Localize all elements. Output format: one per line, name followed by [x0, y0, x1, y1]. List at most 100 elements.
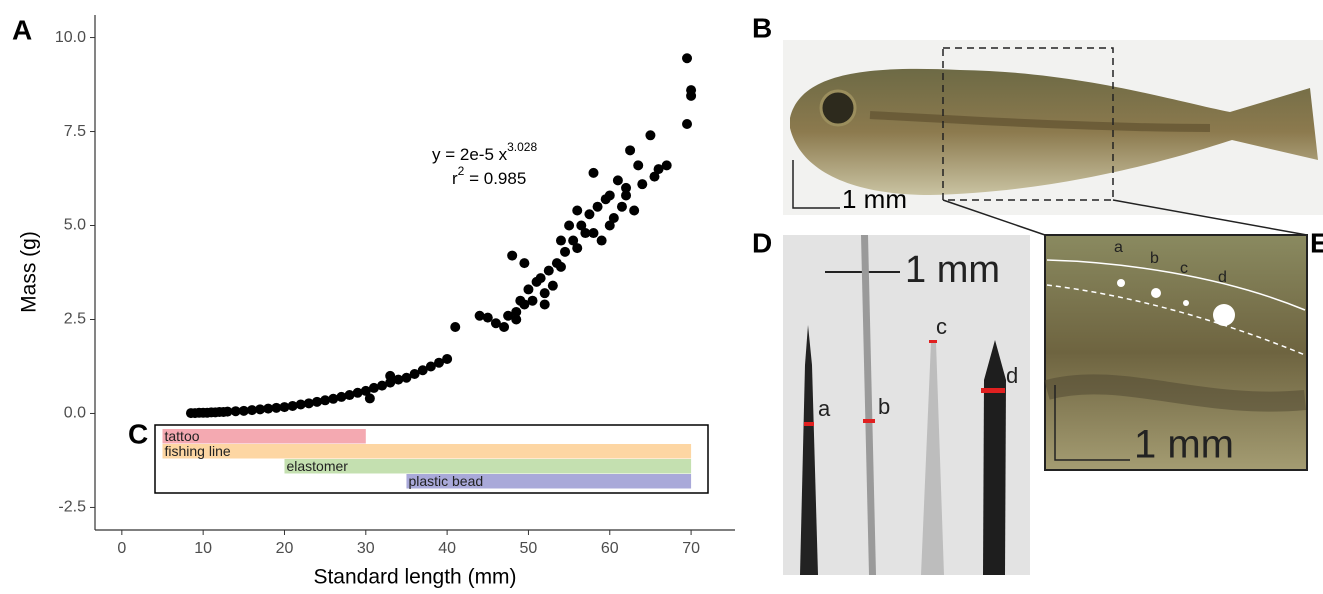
marker	[804, 422, 814, 426]
equation-text: y = 2e-5 x	[432, 145, 508, 164]
zoom-line	[942, 199, 1046, 236]
point	[507, 250, 518, 261]
point	[368, 382, 379, 393]
point	[320, 395, 331, 406]
panel-label: B	[752, 12, 772, 43]
x-tick-label: 0	[117, 540, 126, 557]
scale-bar	[1054, 385, 1130, 461]
panel-label: E	[1310, 227, 1323, 258]
point	[336, 391, 347, 402]
point	[442, 353, 453, 364]
point	[555, 235, 566, 246]
point	[572, 205, 583, 216]
range-bar	[284, 459, 692, 474]
x-tick-label: 40	[438, 540, 456, 557]
point	[564, 220, 575, 231]
point	[287, 400, 298, 411]
scale-label: 1 mm	[905, 249, 1000, 291]
fish	[790, 68, 1318, 195]
outline	[1046, 284, 1306, 356]
point	[568, 235, 579, 246]
point	[604, 220, 615, 231]
point	[527, 295, 538, 306]
r-text: r	[452, 169, 458, 188]
point	[344, 390, 355, 401]
mark-label: a	[818, 396, 831, 421]
point	[263, 403, 274, 414]
point	[588, 167, 599, 178]
mark-label: c	[936, 314, 947, 339]
point	[584, 209, 595, 220]
point	[511, 306, 522, 317]
point	[425, 361, 436, 372]
dot	[1183, 300, 1189, 306]
point	[279, 402, 290, 413]
point	[503, 310, 514, 321]
x-tick-label: 10	[194, 540, 212, 557]
point	[511, 314, 522, 325]
r-value: = 0.985	[464, 169, 526, 188]
point	[645, 130, 656, 141]
point	[547, 280, 558, 291]
point	[450, 322, 461, 333]
point	[490, 318, 501, 329]
point	[604, 190, 615, 201]
scale-label: 1 mm	[1134, 423, 1234, 467]
equation-exponent: 3.028	[507, 140, 537, 154]
point	[612, 175, 623, 186]
point	[621, 182, 632, 193]
fishing-line	[861, 235, 876, 575]
y-tick-label: 7.5	[64, 123, 86, 140]
marker	[981, 388, 1005, 393]
range-label: tattoo	[164, 428, 199, 444]
point	[637, 179, 648, 190]
point	[360, 385, 371, 396]
y-tick-label: -2.5	[58, 499, 86, 516]
point	[312, 396, 323, 407]
point	[433, 357, 444, 368]
mark-label: a	[1114, 239, 1123, 256]
point	[560, 246, 571, 257]
scale-label: 1 mm	[842, 184, 907, 214]
point	[246, 405, 257, 416]
y-tick-label: 10.0	[55, 29, 86, 46]
range-label: plastic bead	[408, 473, 483, 489]
point	[539, 299, 550, 310]
point	[596, 235, 607, 246]
point	[686, 90, 697, 101]
fish-stripe	[869, 111, 1211, 132]
range-label: elastomer	[286, 458, 348, 474]
point	[625, 145, 636, 156]
point	[417, 365, 428, 376]
point	[576, 220, 587, 231]
point	[482, 312, 493, 323]
point	[682, 119, 693, 130]
mark-label: d	[1218, 269, 1227, 286]
point	[592, 201, 603, 212]
point	[222, 406, 233, 417]
point	[649, 171, 660, 182]
point	[588, 228, 599, 239]
mark-label: b	[1150, 250, 1159, 267]
x-tick-label: 70	[682, 540, 700, 557]
point	[535, 273, 546, 284]
r-squared: r2 = 0.985	[452, 164, 526, 188]
point	[352, 387, 363, 398]
marker	[863, 419, 875, 423]
point	[409, 368, 420, 379]
panel-label: A	[12, 14, 32, 45]
point	[255, 404, 266, 415]
y-tick-label: 5.0	[64, 217, 86, 234]
fish-eye	[819, 89, 857, 127]
point	[633, 160, 644, 171]
point	[580, 228, 591, 239]
marker	[929, 340, 937, 343]
point	[629, 205, 640, 216]
zoom-box	[942, 47, 1114, 201]
range-bar	[406, 474, 692, 489]
x-tick-label: 30	[357, 540, 375, 557]
point	[653, 164, 664, 175]
point	[519, 258, 530, 269]
dot	[1213, 304, 1235, 326]
